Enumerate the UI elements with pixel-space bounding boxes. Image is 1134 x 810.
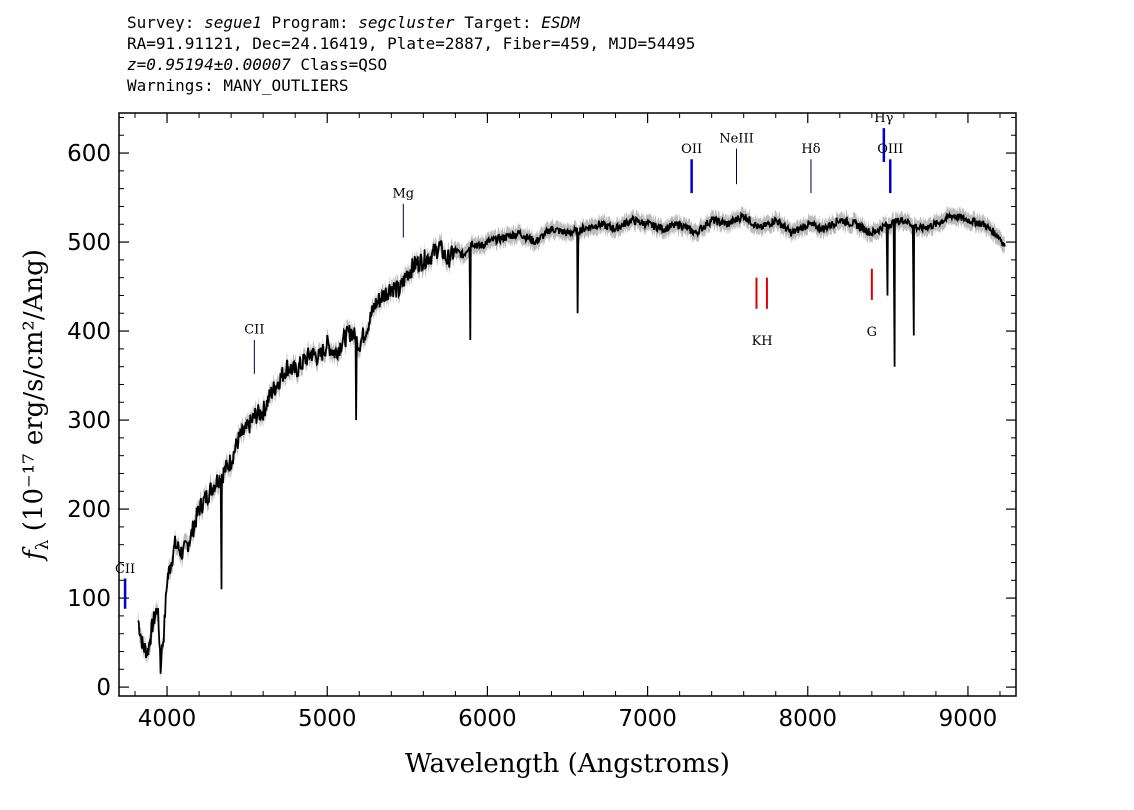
emission-line-label: Hδ (801, 142, 820, 157)
y-tick-label: 400 (67, 319, 111, 345)
header-line-coords: RA=91.91121, Dec=24.16419, Plate=2887, F… (127, 34, 696, 53)
absorption-line-label: G (867, 325, 877, 340)
emission-line-label: NeIII (719, 131, 753, 146)
x-tick-label: 6000 (458, 706, 517, 732)
error-band (138, 205, 1005, 682)
spectrum-line (137, 210, 1006, 674)
x-tick-label: 8000 (778, 706, 837, 732)
emission-line-label: OIII (877, 142, 903, 157)
target-label: Target: (464, 13, 532, 32)
absorption-line-label: H (761, 334, 772, 349)
class-value: Class=QSO (300, 55, 388, 74)
x-tick-label: 7000 (618, 706, 677, 732)
y-tick-label: 300 (67, 408, 111, 434)
program-label: Program: (271, 13, 349, 32)
header-line-redshift: z=0.95194±0.00007 Class=QSO (127, 54, 695, 75)
header-line-warnings: Warnings: MANY_OUTLIERS (127, 76, 349, 95)
x-tick-label: 4000 (138, 706, 197, 732)
x-tick-label: 5000 (298, 706, 357, 732)
plot-frame (118, 112, 1017, 697)
y-axis-label: fλ (10⁻¹⁷ erg/s/cm²/Ang) (19, 249, 53, 562)
survey-value: segue1 (204, 13, 262, 32)
y-tick-label: 500 (67, 230, 111, 256)
y-tick-label: 200 (67, 497, 111, 523)
program-value: segcluster (358, 13, 455, 32)
emission-line-label: CII (115, 562, 135, 577)
emission-line-label: CII (244, 323, 264, 338)
x-tick-label: 9000 (939, 706, 998, 732)
emission-line-label: Hγ (874, 111, 893, 126)
survey-label: Survey: (127, 13, 195, 32)
x-axis-label: Wavelength (Angstroms) (405, 749, 730, 779)
redshift-value: z=0.95194±0.00007 (127, 55, 291, 74)
y-tick-label: 600 (67, 141, 111, 167)
y-tick-label: 100 (67, 586, 111, 612)
emission-line-label: Mg (392, 187, 414, 202)
plot-header: Survey: segue1 Program: segcluster Targe… (127, 12, 695, 96)
y-tick-label: 0 (96, 675, 111, 701)
header-line-survey: Survey: segue1 Program: segcluster Targe… (127, 12, 695, 33)
emission-line-label: OII (681, 142, 702, 157)
absorption-line-label: K (752, 334, 762, 349)
target-value: ESDM (541, 13, 580, 32)
